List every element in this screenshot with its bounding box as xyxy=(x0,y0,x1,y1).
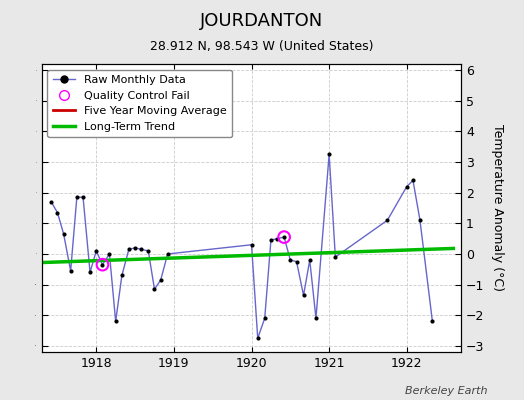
Point xyxy=(59,231,68,237)
Point xyxy=(280,234,288,240)
Point xyxy=(112,318,120,324)
Point xyxy=(137,246,146,252)
Text: JOURDANTON: JOURDANTON xyxy=(200,12,324,30)
Point xyxy=(280,234,288,240)
Point xyxy=(92,248,101,254)
Point xyxy=(157,277,165,283)
Point xyxy=(73,194,81,200)
Point xyxy=(416,217,424,224)
Point xyxy=(273,236,281,242)
Text: 28.912 N, 98.543 W (United States): 28.912 N, 98.543 W (United States) xyxy=(150,40,374,53)
Legend: Raw Monthly Data, Quality Control Fail, Five Year Moving Average, Long-Term Tren: Raw Monthly Data, Quality Control Fail, … xyxy=(48,70,233,137)
Point xyxy=(99,262,107,268)
Point xyxy=(312,315,320,322)
Point xyxy=(428,318,436,324)
Point xyxy=(292,258,301,265)
Point xyxy=(150,286,159,292)
Point xyxy=(305,257,314,263)
Point xyxy=(144,248,152,254)
Point xyxy=(105,251,114,257)
Y-axis label: Temperature Anomaly (°C): Temperature Anomaly (°C) xyxy=(492,124,504,292)
Point xyxy=(47,199,56,205)
Point xyxy=(267,237,275,243)
Point xyxy=(383,217,391,224)
Point xyxy=(163,251,172,257)
Point xyxy=(409,177,417,184)
Point xyxy=(79,194,88,200)
Text: Berkeley Earth: Berkeley Earth xyxy=(405,386,487,396)
Point xyxy=(67,268,75,274)
Point xyxy=(254,335,262,342)
Point xyxy=(247,242,256,248)
Point xyxy=(125,246,133,252)
Point xyxy=(99,262,107,268)
Point xyxy=(53,209,62,216)
Point xyxy=(260,315,269,322)
Point xyxy=(331,254,340,260)
Point xyxy=(325,151,333,158)
Point xyxy=(286,257,294,263)
Point xyxy=(118,272,126,279)
Point xyxy=(86,269,94,276)
Point xyxy=(402,183,411,190)
Point xyxy=(299,292,308,298)
Point xyxy=(131,245,139,251)
